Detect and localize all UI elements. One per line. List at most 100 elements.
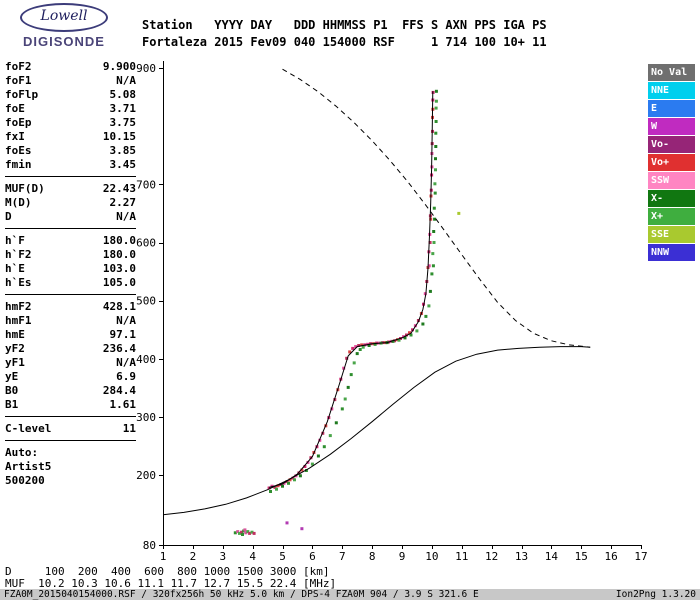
tick-labels: 1 2 3 4 5 6 7 8 9 10 11 12 13 14 15 16 17900700600500400… bbox=[136, 62, 648, 563]
param-value: 3.85 bbox=[109, 144, 137, 157]
param-label: foF1 bbox=[5, 74, 32, 87]
legend-item-w: W bbox=[648, 118, 695, 135]
param-row-B1: B1 1.61 bbox=[5, 398, 136, 412]
parameter-panel: foF2 9.900 foF1 N/A foFlp 5.08 foE 3.71 foEp 3.75… bbox=[5, 60, 136, 488]
param-label: MUF(D) bbox=[5, 182, 45, 195]
param-label: foF2 bbox=[5, 60, 32, 73]
param-value: N/A bbox=[116, 74, 136, 87]
lowell-logo-oval: Lowell bbox=[20, 3, 108, 32]
param-footer-line: Artist5 bbox=[5, 460, 52, 473]
x-mode-echoes bbox=[269, 89, 438, 493]
o-mode-echoes bbox=[267, 90, 435, 490]
legend-item-no-val: No Val bbox=[648, 64, 695, 81]
svg-text:17: 17 bbox=[634, 550, 647, 563]
param-label: D bbox=[5, 210, 12, 223]
param-label: M(D) bbox=[5, 196, 32, 209]
param-row-yF2: yF2 236.4 bbox=[5, 342, 136, 356]
param-row-h`Es: h`Es 105.0 bbox=[5, 276, 136, 290]
param-label: hmE bbox=[5, 328, 25, 341]
param-label: h`Es bbox=[5, 276, 32, 289]
legend-item-nnw: NNW bbox=[648, 244, 695, 261]
svg-text:500: 500 bbox=[136, 295, 156, 308]
status-bar: FZA0M_2015040154000.RSF / 320fx256h 50 k… bbox=[0, 589, 700, 600]
axes bbox=[159, 61, 642, 549]
param-divider bbox=[5, 228, 136, 229]
status-file-info: FZA0M_2015040154000.RSF / 320fx256h 50 k… bbox=[4, 589, 479, 600]
svg-text:6: 6 bbox=[309, 550, 316, 563]
svg-text:4: 4 bbox=[249, 550, 256, 563]
legend-item-vo-: Vo- bbox=[648, 136, 695, 153]
param-row-foFlp: foFlp 5.08 bbox=[5, 88, 136, 102]
param-footer-line: 500200 bbox=[5, 474, 45, 487]
param-row-foF2: foF2 9.900 bbox=[5, 60, 136, 74]
param-row-D: D N/A bbox=[5, 210, 136, 224]
svg-text:3: 3 bbox=[219, 550, 226, 563]
param-row-h`F: h`F 180.0 bbox=[5, 234, 136, 248]
param-row-foEs: foEs 3.85 bbox=[5, 144, 136, 158]
param-row-B0: B0 284.4 bbox=[5, 384, 136, 398]
svg-text:200: 200 bbox=[136, 469, 156, 482]
param-value: 9.900 bbox=[102, 60, 136, 73]
lowell-logo-text: Lowell bbox=[40, 8, 88, 24]
legend-item-ssw: SSW bbox=[648, 172, 695, 189]
svg-text:12: 12 bbox=[485, 550, 498, 563]
legend-item-x+: X+ bbox=[648, 208, 695, 225]
svg-text:11: 11 bbox=[455, 550, 468, 563]
param-label: yF2 bbox=[5, 342, 25, 355]
param-value: 236.4 bbox=[102, 342, 136, 355]
param-value: 22.43 bbox=[102, 182, 136, 195]
param-row-fmin: fmin 3.45 bbox=[5, 158, 136, 172]
param-label: h`F2 bbox=[5, 248, 32, 261]
param-divider bbox=[5, 294, 136, 295]
param-row-fxI: fxI 10.15 bbox=[5, 130, 136, 144]
status-program-version: Ion2Png 1.3.20 bbox=[615, 589, 696, 600]
isolated-echoes bbox=[285, 211, 461, 531]
param-label: hmF1 bbox=[5, 314, 32, 327]
param-label: foFlp bbox=[5, 88, 39, 101]
param-label: foE bbox=[5, 102, 25, 115]
svg-text:5: 5 bbox=[279, 550, 286, 563]
param-row-h`F2: h`F2 180.0 bbox=[5, 248, 136, 262]
svg-text:1: 1 bbox=[160, 550, 167, 563]
param-value: 180.0 bbox=[102, 234, 136, 247]
param-label: B1 bbox=[5, 398, 19, 411]
svg-text:9: 9 bbox=[399, 550, 406, 563]
distance-row: D 100 200 400 600 800 1000 1500 3000 [km… bbox=[5, 565, 330, 578]
header-station-values: Fortaleza 2015 Fev09 040 154000 RSF 1 71… bbox=[142, 35, 547, 49]
svg-text:13: 13 bbox=[515, 550, 528, 563]
param-label: fmin bbox=[5, 158, 32, 171]
param-value: 11 bbox=[122, 422, 136, 435]
param-row-yF1: yF1 N/A bbox=[5, 356, 136, 370]
param-label: yE bbox=[5, 370, 19, 383]
param-label: h`E bbox=[5, 262, 25, 275]
param-label: B0 bbox=[5, 384, 19, 397]
transmission-curve-lower bbox=[162, 346, 591, 516]
param-label: fxI bbox=[5, 130, 25, 143]
param-value: 97.1 bbox=[109, 328, 137, 341]
header-column-titles: Station YYYY DAY DDD HHMMSS P1 FFS S AXN… bbox=[142, 18, 547, 32]
svg-text:300: 300 bbox=[136, 411, 156, 424]
legend-item-sse: SSE bbox=[648, 226, 695, 243]
legend-item-vo+: Vo+ bbox=[648, 154, 695, 171]
param-row-C-level: C-level 11 bbox=[5, 422, 136, 436]
svg-text:14: 14 bbox=[545, 550, 559, 563]
legend-item-e: E bbox=[648, 100, 695, 117]
param-value: 10.15 bbox=[102, 130, 136, 143]
digisonde-logo: Lowell DIGISONDE bbox=[8, 3, 120, 49]
param-row-foF1: foF1 N/A bbox=[5, 74, 136, 88]
param-footer-line: Auto: bbox=[5, 446, 39, 459]
param-value: 6.9 bbox=[116, 370, 136, 383]
param-value: 103.0 bbox=[102, 262, 136, 275]
param-value: 5.08 bbox=[109, 88, 137, 101]
param-value: 105.0 bbox=[102, 276, 136, 289]
muf-row: MUF 10.2 10.3 10.6 11.1 11.7 12.7 15.5 2… bbox=[5, 577, 337, 590]
param-value: 180.0 bbox=[102, 248, 136, 261]
svg-text:2: 2 bbox=[190, 550, 197, 563]
param-value: 3.71 bbox=[109, 102, 137, 115]
svg-text:900: 900 bbox=[136, 62, 156, 75]
param-label: foEs bbox=[5, 144, 32, 157]
param-value: N/A bbox=[116, 210, 136, 223]
legend-item-x-: X- bbox=[648, 190, 695, 207]
